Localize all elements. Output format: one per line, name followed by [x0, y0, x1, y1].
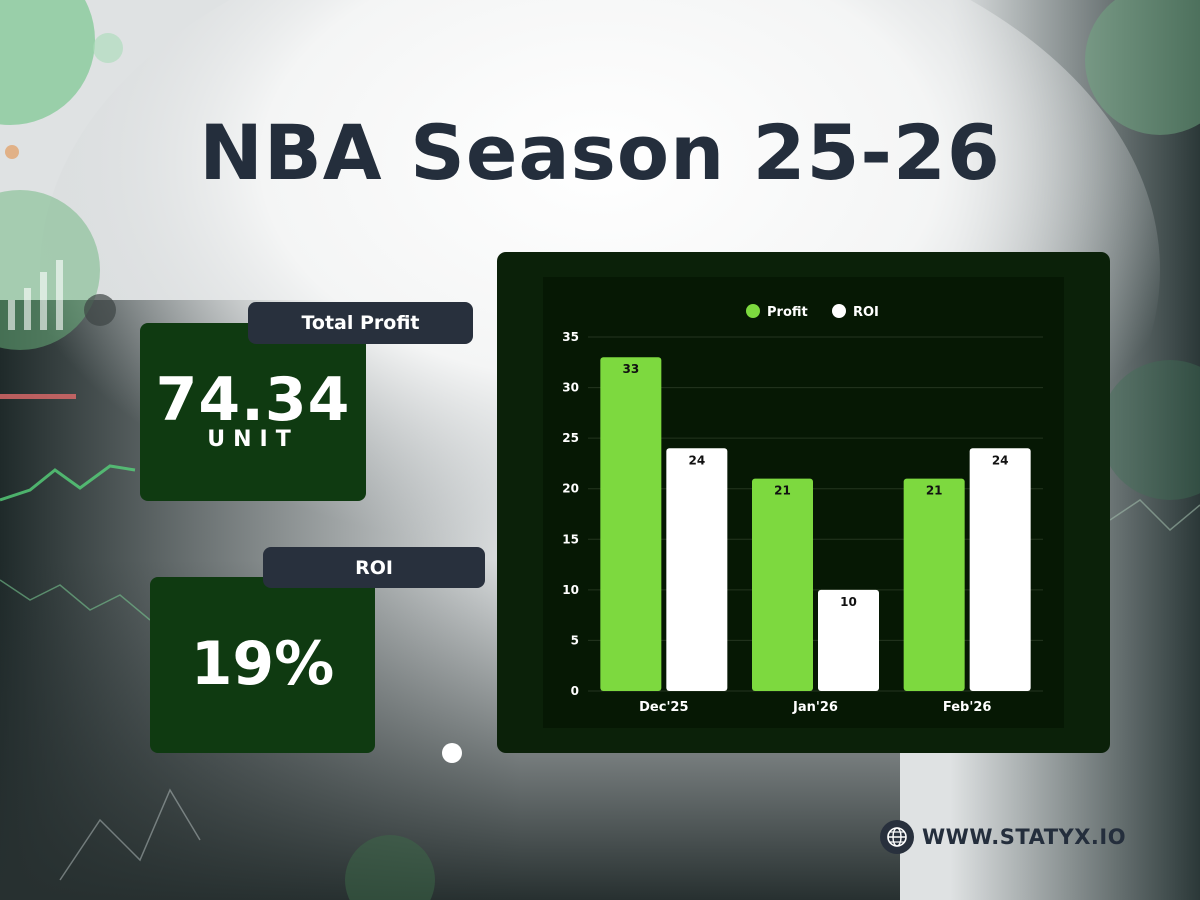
chart-area: 0 5 10 15 20 25 30 35 33 24 Dec'25 21 10 Jan'26 21 24 Fe…: [543, 277, 1064, 728]
footer: WWW.STATYX.IO: [880, 820, 1126, 854]
x-tick-label: Jan'26: [792, 700, 838, 715]
legend-marker-profit: [746, 304, 760, 318]
y-tick-label: 30: [562, 381, 579, 395]
total-profit-unit: UNIT: [207, 427, 299, 452]
y-tick-label: 35: [562, 330, 579, 344]
y-tick-label: 20: [562, 482, 579, 496]
roi-value: 19%: [190, 629, 335, 699]
bar-profit: [600, 357, 662, 691]
x-tick-label: Feb'26: [943, 700, 992, 715]
bar-roi: [818, 589, 879, 691]
globe-icon: [880, 820, 914, 854]
legend-label: ROI: [853, 305, 879, 320]
legend-marker-roi: [832, 304, 846, 318]
bar-profit: [903, 478, 965, 691]
roi-panel: 19%: [150, 577, 375, 753]
legend-label: Profit: [767, 305, 808, 320]
data-label: 33: [622, 362, 639, 376]
data-label: 21: [774, 484, 791, 498]
decorative-dot: [442, 743, 462, 763]
roi-label: ROI: [263, 547, 485, 588]
page-title: NBA Season 25-26: [199, 108, 1001, 197]
chart-panel: 0 5 10 15 20 25 30 35 33 24 Dec'25 21 10 Jan'26 21 24 Fe…: [497, 252, 1110, 753]
total-profit-panel: 74.34 UNIT: [140, 323, 366, 501]
data-label: 24: [688, 453, 705, 467]
y-tick-label: 0: [571, 684, 579, 698]
bar-profit: [752, 478, 813, 691]
bar-chart: 0 5 10 15 20 25 30 35 33 24 Dec'25 21 10 Jan'26 21 24 Fe…: [562, 304, 1043, 715]
bar-roi: [666, 448, 728, 691]
x-tick-label: Dec'25: [639, 700, 688, 715]
total-profit-label: Total Profit: [248, 302, 473, 344]
y-tick-label: 25: [562, 431, 579, 445]
y-tick-label: 15: [562, 532, 579, 546]
website-link[interactable]: WWW.STATYX.IO: [922, 825, 1127, 849]
y-tick-label: 10: [562, 583, 579, 597]
data-label: 21: [926, 484, 943, 498]
data-label: 24: [992, 453, 1009, 467]
y-tick-label: 5: [571, 633, 579, 647]
total-profit-value: 74.34: [155, 365, 351, 435]
data-label: 10: [840, 595, 857, 609]
bar-roi: [969, 448, 1031, 691]
